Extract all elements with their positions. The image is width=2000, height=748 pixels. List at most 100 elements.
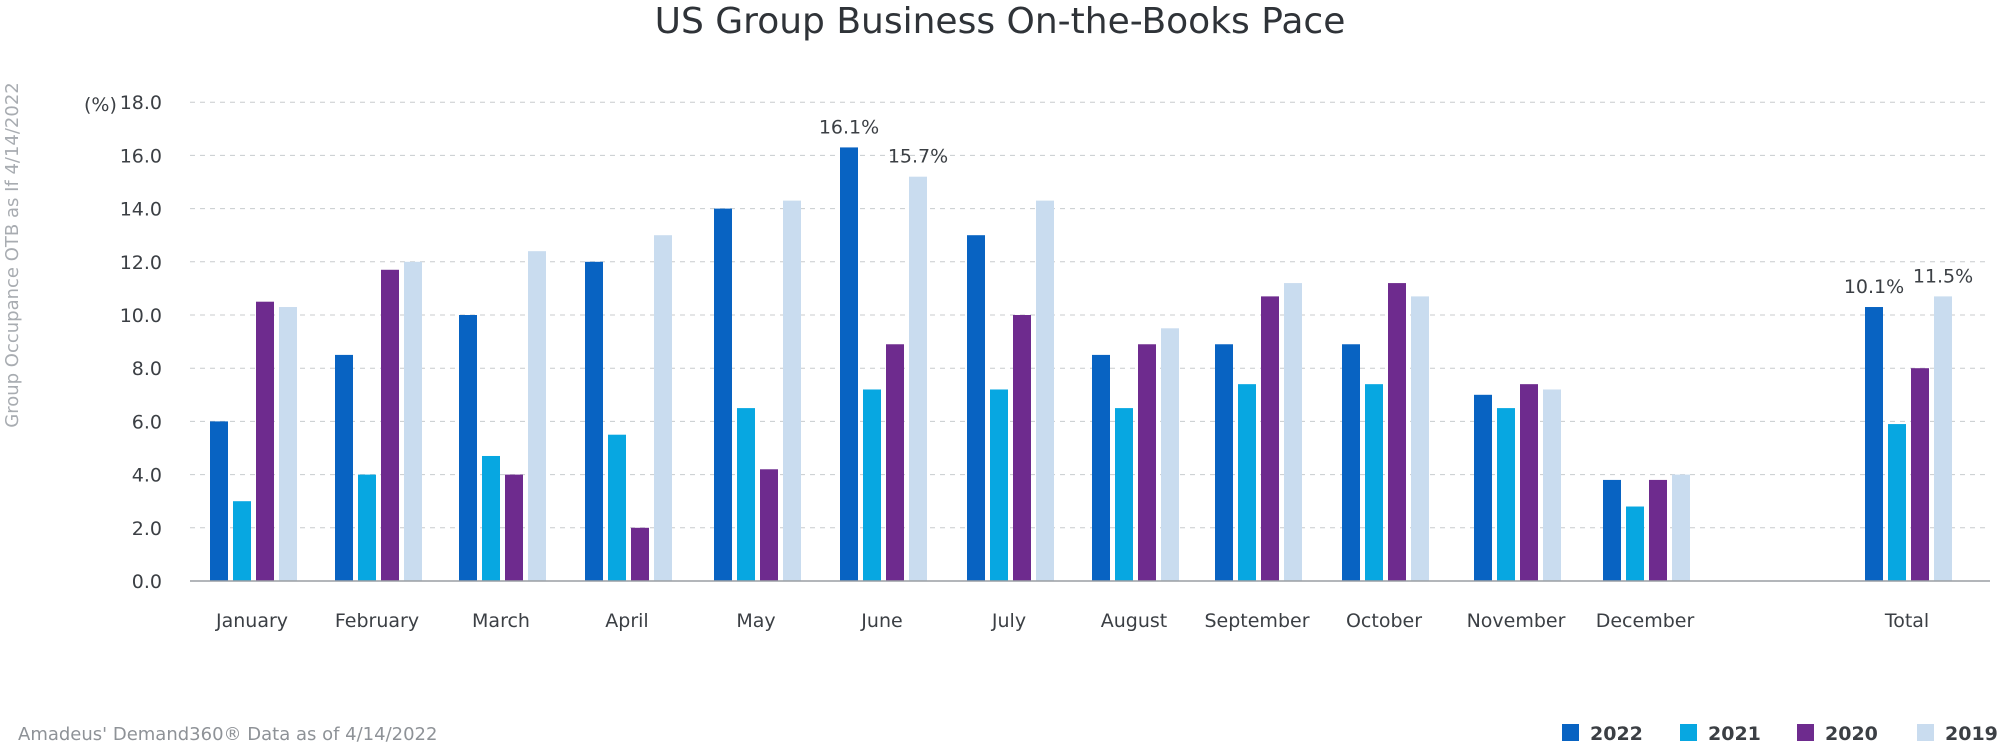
legend-label: 2020 [1825,723,1878,745]
bar-2022-november [1474,394,1492,581]
legend-item-2022: 2022 [1562,723,1643,745]
bar-2022-july [967,235,985,581]
x-tick-label: July [991,610,1026,632]
bar-2022-october [1342,344,1360,581]
bar-2022-february [335,354,353,581]
bar-2022-march [459,315,477,581]
y-tick-label: 0.0 [132,571,162,593]
bar-2021-april [608,434,626,581]
x-tick-label: February [335,610,419,632]
y-tick-label: 14.0 [120,199,162,221]
x-tick-label: August [1101,610,1168,632]
bar-2021-march [482,455,500,581]
legend-label: 2019 [1945,723,1998,745]
legend-item-2021: 2021 [1680,723,1761,745]
bar-2020-february [381,269,399,581]
bar-2020-april [631,527,649,581]
bar-2022-september [1215,344,1233,581]
bar-2022-april [585,261,603,581]
bar-2020-june [886,344,904,581]
data-label: 10.1% [1844,276,1904,298]
bar-2020-may [760,469,778,581]
x-tick-label: December [1596,610,1695,632]
bar-2022-total [1865,307,1883,581]
data-labels: 16.1% 15.7% 10.1% 11.5% [819,116,1973,298]
data-label: 15.7% [888,146,948,168]
bar-2019-april [654,235,672,581]
y-axis-label: Group Occupance OTB as If 4/14/2022 [2,82,23,427]
y-axis-ticks: 0.0 2.0 4.0 6.0 8.0 10.0 12.0 14.0 16.0 18.0 [120,92,162,593]
bar-2020-august [1138,344,1156,581]
x-tick-label: March [472,610,530,632]
bar-2022-january [210,421,228,581]
bar-2019-december [1672,474,1690,581]
bar-2020-july [1013,315,1031,581]
x-tick-label: September [1204,610,1309,632]
bar-2021-total [1888,424,1906,581]
bar-2019-may [783,200,801,581]
bar-2019-november [1543,389,1561,581]
legend-swatch [1680,724,1697,741]
bar-2022-june [840,147,858,582]
bar-2019-july [1036,200,1054,581]
bar-2020-october [1388,283,1406,581]
bar-2020-january [256,301,274,581]
x-axis-ticks: January February March April May June July Augu… [215,610,1929,632]
bar-2021-february [358,474,376,581]
bar-2019-august [1161,328,1179,581]
y-tick-label: 16.0 [120,145,162,167]
legend-item-2019: 2019 [1917,723,1998,745]
bar-2022-may [714,208,732,581]
bar-2020-march [505,474,523,581]
data-label: 16.1% [819,116,879,138]
bar-2019-september [1284,283,1302,581]
bar-2021-november [1497,408,1515,581]
bar-2021-september [1238,384,1256,581]
x-tick-label: November [1467,610,1566,632]
bar-2021-august [1115,408,1133,581]
bar-2022-august [1092,354,1110,581]
bar-2020-september [1261,296,1279,581]
y-tick-label: 4.0 [132,465,162,487]
y-axis-unit: (%) [84,94,117,116]
data-label: 11.5% [1913,265,1973,287]
y-tick-label: 2.0 [132,518,162,540]
x-tick-label: October [1346,610,1422,632]
legend-item-2020: 2020 [1797,723,1878,745]
y-tick-label: 6.0 [132,411,162,433]
bar-2019-march [528,251,546,581]
legend-swatch [1917,724,1934,741]
bar-2019-february [404,261,422,581]
bar-2019-june [909,176,927,581]
legend-swatch [1797,724,1814,741]
x-tick-label: April [605,610,648,632]
x-tick-label: Total [1884,610,1929,632]
bar-2021-july [990,389,1008,581]
bar-2021-december [1626,506,1644,581]
x-tick-label: June [860,610,902,632]
bar-2022-december [1603,479,1621,581]
y-tick-label: 8.0 [132,358,162,380]
legend: 2022 2021 2020 2019 [1562,723,1998,745]
chart-title: US Group Business On-the-Books Pace [655,1,1346,42]
bar-2021-may [737,408,755,581]
bar-2020-december [1649,479,1667,581]
y-tick-label: 10.0 [120,305,162,327]
bars [210,147,1952,582]
x-tick-label: January [215,610,288,632]
source-note: Amadeus' Demand360® Data as of 4/14/2022 [18,724,437,745]
legend-label: 2022 [1590,723,1643,745]
bar-2019-january [279,307,297,581]
y-tick-label: 18.0 [120,92,162,114]
bar-2021-january [233,501,251,581]
bar-2020-total [1911,368,1929,581]
x-tick-label: May [736,610,775,632]
bar-2021-june [863,389,881,581]
bar-2021-october [1365,384,1383,581]
legend-swatch [1562,724,1579,741]
bar-2020-november [1520,384,1538,581]
bar-2019-total [1934,296,1952,581]
bar-2019-october [1411,296,1429,581]
y-tick-label: 12.0 [120,252,162,274]
